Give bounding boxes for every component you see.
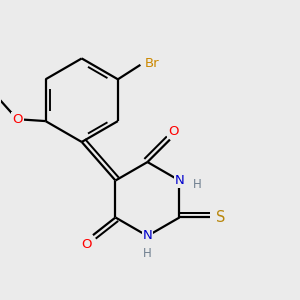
Text: O: O	[12, 113, 23, 126]
Text: S: S	[216, 210, 225, 225]
Text: Br: Br	[144, 57, 159, 70]
Text: H: H	[143, 247, 152, 260]
Text: O: O	[168, 125, 178, 138]
Text: N: N	[142, 230, 152, 242]
Text: H: H	[193, 178, 202, 191]
Text: N: N	[175, 174, 184, 187]
Text: O: O	[81, 238, 92, 251]
